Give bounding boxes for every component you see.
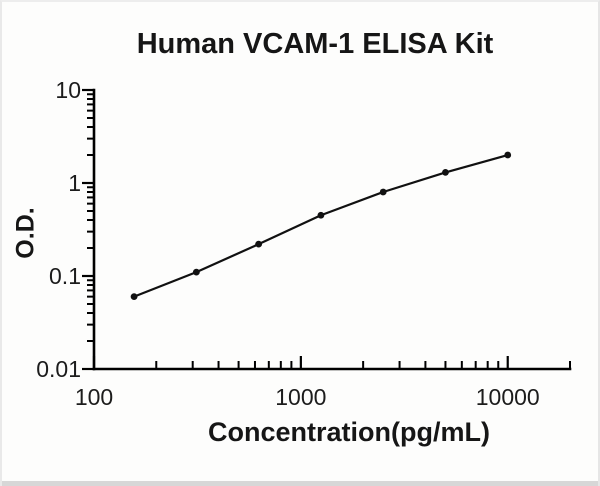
- y-tick-label: 0.1: [49, 263, 81, 289]
- standard-curve-line: [133, 153, 509, 298]
- data-point-marker: [255, 240, 263, 248]
- x-tick-label: 1000: [275, 384, 326, 410]
- data-point-marker: [504, 151, 512, 159]
- chart-title: Human VCAM-1 ELISA Kit: [136, 28, 494, 60]
- y-tick-label: 0.01: [36, 356, 81, 382]
- data-point-marker: [192, 268, 200, 276]
- data-point-marker: [379, 188, 387, 196]
- x-tick-label: 100: [75, 384, 113, 410]
- y-tick-label: 10: [55, 77, 81, 103]
- x-axis-label: Concentration(pg/mL): [208, 417, 490, 447]
- y-tick-label: 1: [68, 170, 81, 196]
- data-point-marker: [130, 293, 138, 301]
- window-bottom-edge: [2, 481, 598, 486]
- data-point-marker: [317, 211, 325, 219]
- x-tick-label: 10000: [476, 384, 540, 410]
- data-point-marker: [442, 169, 449, 176]
